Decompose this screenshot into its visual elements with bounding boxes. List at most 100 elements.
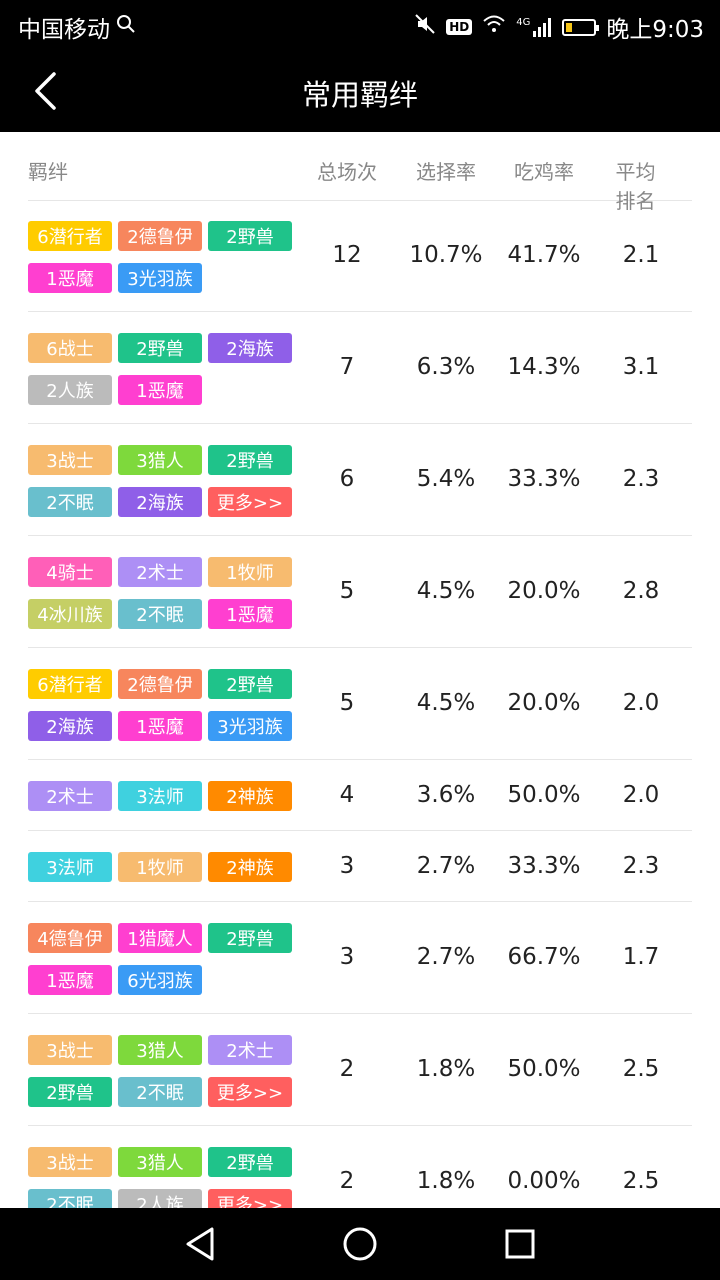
cell-win-rate: 20.0% — [507, 690, 581, 716]
table-row[interactable]: 6潜行者 2德鲁伊 2野兽 2海族 1恶魔 3光羽族 5 4.5% 20.0% 2.0 — [28, 648, 692, 760]
square-recents-icon — [505, 1229, 535, 1259]
bond-tag: 2野兽 — [208, 1147, 292, 1177]
table-row[interactable]: 2术士 3法师 2神族 4 3.6% 50.0% 2.0 — [28, 760, 692, 831]
back-button[interactable] — [20, 64, 70, 118]
bond-tag: 2不眠 — [28, 487, 112, 517]
bond-tag: 3法师 — [28, 852, 112, 882]
bond-tag: 3战士 — [28, 1147, 112, 1177]
more-bonds-tag[interactable]: 更多>> — [208, 487, 292, 517]
table-row[interactable]: 6潜行者 2德鲁伊 2野兽 1恶魔 3光羽族 12 10.7% 41.7% 2.1 — [28, 200, 692, 312]
column-header-avg-rank: 平均排名 — [615, 160, 656, 213]
table-header: 羁绊 总场次 选择率 吃鸡率 平均排名 — [28, 132, 692, 213]
cell-pick-rate: 6.3% — [416, 354, 476, 380]
bond-tags: 6战士 2野兽 2海族 2人族 1恶魔 — [28, 333, 298, 405]
cell-games: 6 — [339, 466, 355, 492]
mute-icon — [414, 13, 436, 41]
cell-games: 5 — [339, 578, 355, 604]
cell-avg-rank: 3.1 — [622, 354, 660, 380]
cell-games: 3 — [339, 944, 355, 970]
bond-list[interactable]: 6潜行者 2德鲁伊 2野兽 1恶魔 3光羽族 12 10.7% 41.7% 2.1 6战士 2野兽 2… — [28, 200, 692, 1208]
column-header-games: 总场次 — [317, 160, 377, 184]
triangle-back-icon — [186, 1227, 214, 1261]
bond-tag: 1恶魔 — [28, 263, 112, 293]
column-header-pick-rate: 选择率 — [416, 160, 476, 184]
bond-tag: 2术士 — [208, 1035, 292, 1065]
bond-tag: 3战士 — [28, 1035, 112, 1065]
signal-icon: 4G — [516, 17, 552, 37]
table-row[interactable]: 3战士 3猎人 2野兽 2不眠 2海族 更多>> 6 5.4% 33.3% 2.3 — [28, 424, 692, 536]
search-icon — [116, 14, 136, 40]
table-row[interactable]: 4德鲁伊 1猎魔人 2野兽 1恶魔 6光羽族 3 2.7% 66.7% 1.7 — [28, 902, 692, 1014]
bond-tag: 1恶魔 — [118, 375, 202, 405]
cell-win-rate: 41.7% — [507, 242, 581, 268]
cell-games: 12 — [332, 242, 362, 268]
table-row[interactable]: 3法师 1牧师 2神族 3 2.7% 33.3% 2.3 — [28, 831, 692, 902]
more-bonds-tag[interactable]: 更多>> — [208, 1077, 292, 1107]
bond-tag: 6战士 — [28, 333, 112, 363]
bond-tag: 2德鲁伊 — [118, 669, 202, 699]
nav-recents-button[interactable] — [500, 1224, 540, 1264]
bond-tags: 4德鲁伊 1猎魔人 2野兽 1恶魔 6光羽族 — [28, 923, 298, 995]
cell-win-rate: 50.0% — [507, 782, 581, 808]
bond-tag: 6光羽族 — [118, 965, 202, 995]
nav-home-button[interactable] — [340, 1224, 380, 1264]
bond-tags: 6潜行者 2德鲁伊 2野兽 1恶魔 3光羽族 — [28, 221, 298, 293]
cell-games: 2 — [339, 1056, 355, 1082]
more-bonds-tag[interactable]: 更多>> — [208, 1189, 292, 1208]
cell-pick-rate: 10.7% — [409, 242, 483, 268]
bond-tag: 1猎魔人 — [118, 923, 202, 953]
bond-tag: 2神族 — [208, 852, 292, 882]
bond-tag: 3猎人 — [118, 445, 202, 475]
cell-win-rate: 14.3% — [507, 354, 581, 380]
bond-tag: 2人族 — [118, 1189, 202, 1208]
cell-pick-rate: 1.8% — [416, 1168, 476, 1194]
bond-tag: 2德鲁伊 — [118, 221, 202, 251]
bond-tag: 2神族 — [208, 781, 292, 811]
bond-tag: 1恶魔 — [28, 965, 112, 995]
cell-pick-rate: 2.7% — [416, 944, 476, 970]
cell-pick-rate: 1.8% — [416, 1056, 476, 1082]
cell-avg-rank: 1.7 — [622, 944, 660, 970]
cell-win-rate: 66.7% — [507, 944, 581, 970]
bond-tags: 4骑士 2术士 1牧师 4冰川族 2不眠 1恶魔 — [28, 557, 298, 629]
bond-tag: 3法师 — [118, 781, 202, 811]
column-header-win-rate: 吃鸡率 — [514, 160, 574, 184]
bond-tag: 6潜行者 — [28, 221, 112, 251]
bond-tag: 4德鲁伊 — [28, 923, 112, 953]
bond-tag: 4骑士 — [28, 557, 112, 587]
bond-tag: 2海族 — [28, 711, 112, 741]
bond-tag: 2海族 — [208, 333, 292, 363]
bond-tag: 2不眠 — [28, 1189, 112, 1208]
cell-pick-rate: 4.5% — [416, 690, 476, 716]
bond-tags: 2术士 3法师 2神族 — [28, 781, 298, 811]
cell-pick-rate: 4.5% — [416, 578, 476, 604]
bond-tag: 2野兽 — [208, 221, 292, 251]
cell-pick-rate: 5.4% — [416, 466, 476, 492]
table-row[interactable]: 6战士 2野兽 2海族 2人族 1恶魔 7 6.3% 14.3% 3.1 — [28, 312, 692, 424]
title-bar: 常用羁绊 — [0, 50, 720, 132]
status-right: HD 4G 晚上9:03 — [414, 10, 704, 44]
battery-level — [566, 22, 572, 32]
table-row[interactable]: 4骑士 2术士 1牧师 4冰川族 2不眠 1恶魔 5 4.5% 20.0% 2.8 — [28, 536, 692, 648]
bond-tags: 3战士 3猎人 2术士 2野兽 2不眠 更多>> — [28, 1035, 298, 1107]
circle-home-icon — [343, 1227, 377, 1261]
network-type: 4G — [516, 17, 531, 28]
battery-icon — [562, 18, 600, 36]
cell-pick-rate: 3.6% — [416, 782, 476, 808]
bond-tag: 2术士 — [28, 781, 112, 811]
table-row[interactable]: 3战士 3猎人 2术士 2野兽 2不眠 更多>> 2 1.8% 50.0% 2.5 — [28, 1014, 692, 1126]
nav-back-button[interactable] — [180, 1224, 220, 1264]
cell-avg-rank: 2.0 — [622, 782, 660, 808]
table-row[interactable]: 3战士 3猎人 2野兽 2不眠 2人族 更多>> 2 1.8% 0.00% 2.5 — [28, 1126, 692, 1208]
bond-tags: 6潜行者 2德鲁伊 2野兽 2海族 1恶魔 3光羽族 — [28, 669, 298, 741]
bond-tag: 2海族 — [118, 487, 202, 517]
bond-tag: 2术士 — [118, 557, 202, 587]
bond-tag: 2不眠 — [118, 599, 202, 629]
bond-tags: 3法师 1牧师 2神族 — [28, 852, 298, 882]
bond-tag: 1牧师 — [118, 852, 202, 882]
cell-games: 3 — [339, 853, 355, 879]
wifi-icon — [482, 14, 506, 40]
cell-win-rate: 33.3% — [507, 853, 581, 879]
page-title: 常用羁绊 — [301, 78, 418, 112]
bond-tag: 6潜行者 — [28, 669, 112, 699]
